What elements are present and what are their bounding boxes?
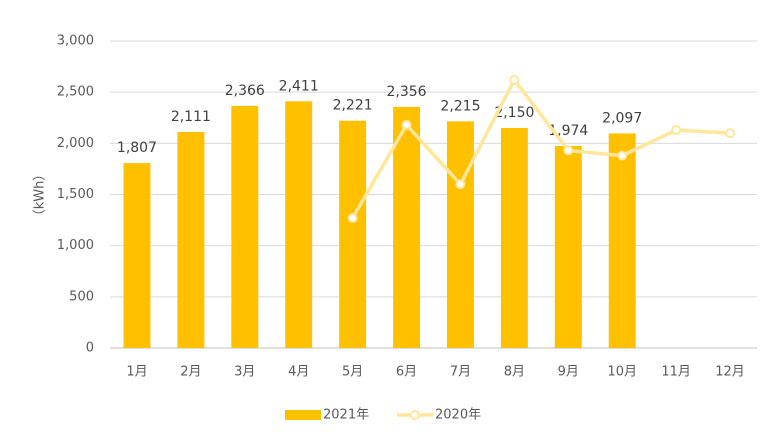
legend-label: 2020年 [435,408,481,423]
data-label: 2,221 [333,98,373,114]
legend-label: 2021年 [323,408,369,423]
bar [231,105,259,348]
x-tick-label: 4月 [288,365,309,380]
line-marker [509,74,520,85]
x-tick-label: 5月 [342,365,363,380]
data-label: 2,356 [386,84,426,100]
line-marker [455,179,466,190]
x-tick-label: 1月 [126,365,147,380]
y-tick-label: 500 [69,289,94,304]
y-tick-label: 1,500 [57,187,94,202]
data-label: 2,366 [225,83,265,99]
bar [500,127,528,348]
bar [608,133,636,348]
y-tick-label: 1,000 [57,238,94,253]
line-marker [617,150,628,161]
data-label: 2,215 [440,98,480,114]
data-label: 2,097 [602,110,642,126]
x-tick-label: 12月 [715,365,745,380]
line-marker [347,213,358,224]
data-label: 2,150 [494,105,534,121]
bar [177,131,205,348]
x-tick-label: 7月 [450,365,471,380]
bar [554,145,582,348]
x-tick-label: 11月 [661,365,691,380]
line-marker [725,128,736,139]
x-tick-label: 2月 [180,365,201,380]
y-tick-label: 0 [86,341,94,356]
data-label: 2,411 [279,78,319,94]
bar [123,163,151,348]
x-tick-label: 6月 [396,365,417,380]
x-tick-label: 9月 [558,365,579,380]
y-tick-label: 3,000 [57,34,94,49]
line-marker [401,119,412,130]
x-tick-label: 8月 [504,365,525,380]
bar [393,106,421,348]
bar [339,120,367,348]
legend-swatch [285,410,321,420]
x-tick-label: 3月 [234,365,255,380]
y-tick-label: 2,500 [57,85,94,100]
line-marker [563,145,574,156]
legend-swatch [410,410,420,420]
y-tick-label: 2,000 [57,136,94,151]
x-tick-label: 10月 [607,365,637,380]
data-label: 2,111 [171,109,211,125]
data-label: 1,807 [117,140,157,156]
bar [446,121,474,348]
line-marker [671,125,682,136]
bar [285,101,313,349]
y-axis-label: （kWh） [33,168,48,223]
line [351,78,731,219]
